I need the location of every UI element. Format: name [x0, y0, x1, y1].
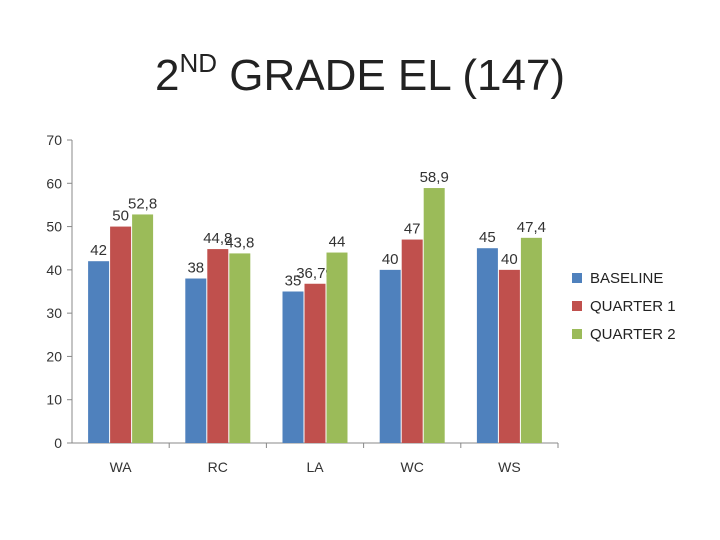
y-tick-label: 70 [46, 132, 62, 148]
bar [304, 283, 326, 443]
bar [207, 249, 229, 443]
x-tick-label: WC [401, 459, 424, 475]
x-tick-label: RC [208, 459, 228, 475]
bar [185, 278, 207, 443]
data-label: 44,8 [203, 230, 232, 247]
legend-item-quarter-2: QUARTER 2 [572, 320, 676, 348]
data-label: 47 [404, 221, 421, 238]
y-tick-label: 50 [46, 219, 62, 235]
x-tick-label: WS [498, 459, 521, 475]
bar [132, 214, 154, 443]
data-label: 43,8 [225, 234, 254, 251]
data-label: 47,4 [517, 219, 546, 236]
y-tick-label: 30 [46, 305, 62, 321]
legend-swatch-quarter-2 [572, 329, 582, 339]
legend-label-baseline: BASELINE [590, 269, 664, 287]
data-label: 45 [479, 229, 496, 246]
data-label: 38 [187, 260, 204, 277]
data-label: 40 [382, 251, 399, 268]
y-tick-label: 0 [54, 435, 62, 451]
data-label: 58,9 [420, 169, 449, 186]
bar [282, 291, 304, 443]
data-label: 36,79 [296, 265, 334, 282]
legend-label-quarter-1: QUARTER 1 [590, 297, 676, 315]
data-label: 50 [112, 208, 129, 225]
title-main: 2 [154, 51, 180, 100]
title-rest: GRADE EL (147) [217, 51, 566, 100]
bar [379, 269, 401, 443]
legend-label-quarter-2: QUARTER 2 [590, 325, 676, 343]
legend-swatch-baseline [572, 273, 582, 283]
chart-title: 2ND GRADE EL (147) [0, 48, 720, 101]
y-tick-label: 60 [46, 175, 62, 191]
data-label: 42 [90, 242, 107, 259]
legend-item-baseline: BASELINE [572, 264, 676, 292]
bar [520, 237, 542, 443]
bar [88, 261, 110, 443]
legend-swatch-quarter-1 [572, 301, 582, 311]
legend-item-quarter-1: QUARTER 1 [572, 292, 676, 320]
bar [326, 252, 348, 443]
data-label: 35 [285, 273, 302, 290]
data-label: 52,8 [128, 195, 157, 212]
title-superscript: ND [179, 48, 217, 78]
x-tick-label: LA [306, 459, 324, 475]
y-tick-label: 40 [46, 262, 62, 278]
bar [401, 239, 423, 443]
data-label: 44 [329, 234, 346, 251]
bar [423, 188, 445, 443]
bar [498, 269, 520, 443]
data-label: 40 [501, 251, 518, 268]
y-tick-label: 10 [46, 392, 62, 408]
bar [229, 253, 251, 443]
bar [476, 248, 498, 443]
legend: BASELINE QUARTER 1 QUARTER 2 [572, 264, 676, 348]
x-tick-label: WA [110, 459, 133, 475]
y-tick-label: 20 [46, 348, 62, 364]
bar [110, 226, 132, 443]
